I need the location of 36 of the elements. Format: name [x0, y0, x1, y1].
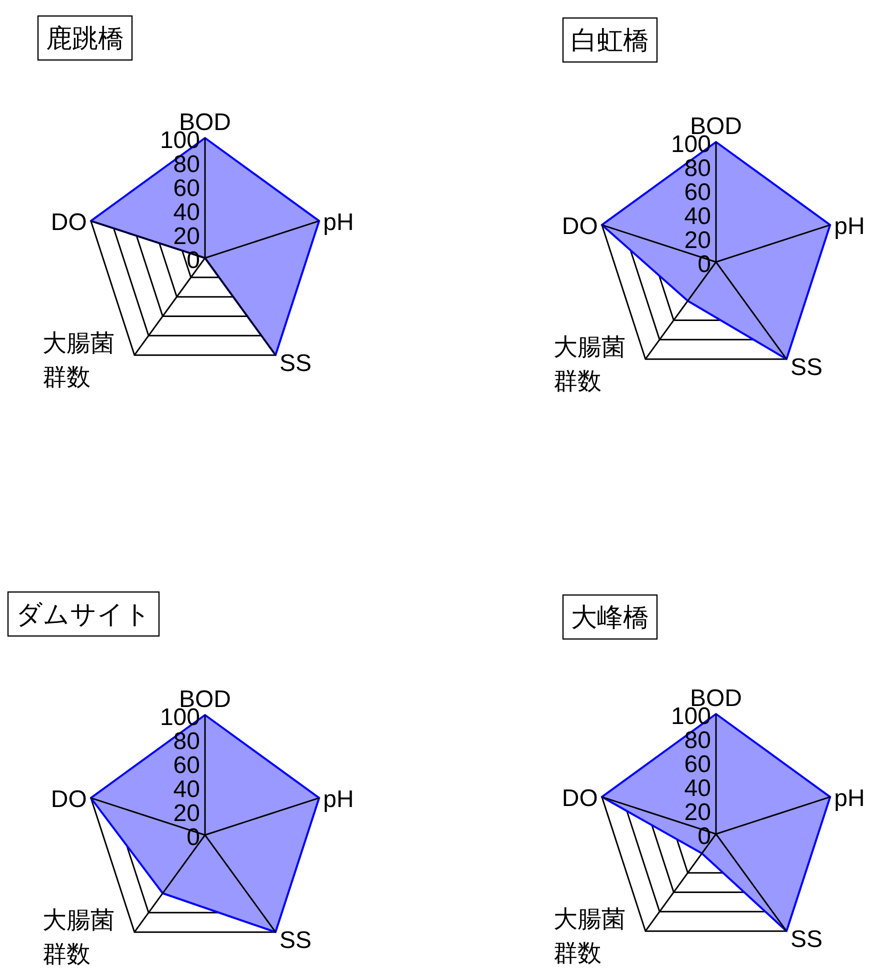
spoke-label: SS	[790, 926, 823, 954]
y-tick-label: 80	[173, 728, 200, 755]
y-tick-label: 80	[684, 155, 711, 182]
y-tick-label: 20	[173, 223, 200, 250]
spoke-label: DO	[562, 784, 598, 812]
spoke-label: DO	[50, 208, 87, 236]
y-tick-label: 80	[684, 727, 711, 754]
spoke-label: DO	[50, 786, 87, 813]
y-tick-label: 60	[684, 751, 711, 778]
spoke-label: 大腸菌群数	[553, 334, 626, 396]
y-tick-label: 60	[173, 752, 200, 779]
spoke-label: SS	[790, 354, 823, 382]
spoke-label: DO	[562, 212, 598, 240]
spoke-label: pH	[323, 208, 354, 236]
y-tick-label: 60	[173, 175, 200, 202]
chart-title: 鹿跳橋	[46, 23, 124, 53]
y-tick-label: 40	[684, 775, 711, 802]
spoke-label: 大腸菌群数	[42, 330, 114, 392]
spoke-label: pH	[834, 212, 865, 240]
y-tick-label: 40	[173, 199, 200, 226]
chart-title: 大峰橋	[571, 602, 649, 632]
y-tick-label: 60	[684, 179, 711, 206]
spoke-label: 大腸菌群数	[42, 907, 114, 968]
spoke-label: pH	[323, 786, 354, 813]
spoke-label: SS	[280, 927, 312, 954]
y-tick-label: 40	[684, 203, 711, 230]
y-tick-label: 20	[173, 800, 200, 827]
y-tick-label: 80	[173, 151, 200, 178]
y-tick-label: 20	[684, 227, 711, 254]
spoke-label: SS	[280, 350, 312, 378]
spoke-label: 大腸菌群数	[553, 906, 626, 968]
chart-title: 白虹橋	[571, 25, 649, 55]
y-tick-label: 20	[684, 799, 711, 826]
chart-title: ダムサイト	[16, 599, 151, 629]
y-tick-label: 40	[173, 776, 200, 803]
spoke-label: pH	[834, 784, 865, 812]
